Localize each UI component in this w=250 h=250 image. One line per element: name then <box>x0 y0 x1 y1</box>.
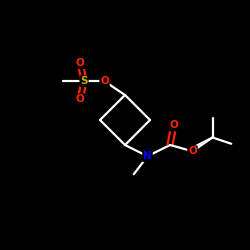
Text: O: O <box>170 120 178 130</box>
Text: O: O <box>188 146 197 156</box>
Text: S: S <box>80 76 88 86</box>
Text: O: O <box>76 94 84 104</box>
Text: O: O <box>100 76 109 86</box>
Text: N: N <box>143 151 152 161</box>
Text: O: O <box>76 58 84 68</box>
